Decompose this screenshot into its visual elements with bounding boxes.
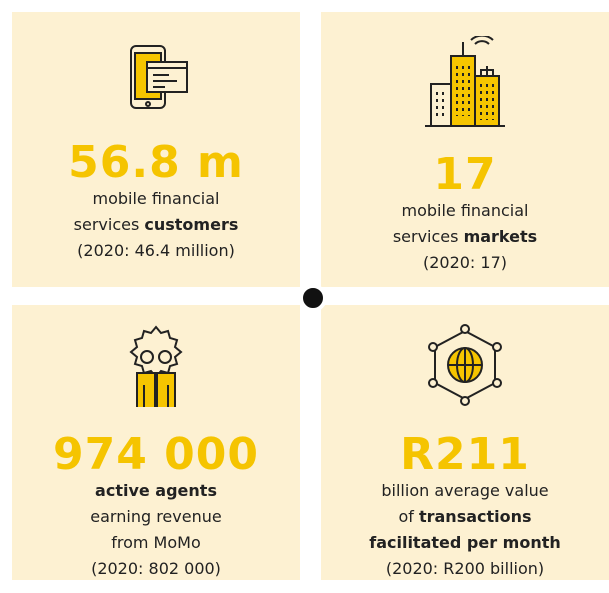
text-segment: (2020: 46.4 million) bbox=[77, 241, 235, 260]
stat-line: services markets bbox=[321, 224, 609, 250]
text-segment: customers bbox=[144, 215, 239, 234]
stat-line: billion average value bbox=[321, 478, 609, 504]
text-segment: (2020: R200 billion) bbox=[385, 559, 545, 578]
text-segment: services bbox=[73, 215, 145, 234]
stat-card: 17 mobile financial services markets (2020:… bbox=[321, 12, 609, 287]
stat-card: R211 billion average value of transactions… bbox=[321, 305, 609, 580]
stat-value: 974 000 bbox=[52, 429, 259, 480]
network-globe-icon bbox=[428, 324, 502, 406]
text-segment: active agents bbox=[95, 481, 217, 500]
stat-line: mobile financial bbox=[321, 198, 609, 224]
stat-line: facilitated per month bbox=[321, 530, 609, 556]
text-segment: billion average value bbox=[381, 481, 549, 500]
stat-line: of transactions bbox=[321, 504, 609, 530]
phone-icon bbox=[130, 45, 188, 109]
text-segment: services bbox=[392, 227, 464, 246]
buildings-icon bbox=[425, 36, 505, 127]
text-segment: (2020: 802 000) bbox=[91, 559, 221, 578]
stat-line: active agents bbox=[12, 478, 300, 504]
text-segment: transactions bbox=[418, 507, 532, 526]
stat-line: earning revenue bbox=[12, 504, 300, 530]
stat-value: 56.8 m bbox=[68, 137, 244, 188]
stat-line: (2020: R200 billion) bbox=[321, 556, 609, 582]
text-segment: markets bbox=[463, 227, 538, 246]
text-segment: from MoMo bbox=[111, 533, 201, 552]
stat-card: 974 000 active agents earning revenue from … bbox=[12, 305, 300, 580]
text-segment: earning revenue bbox=[90, 507, 222, 526]
text-segment: of bbox=[398, 507, 419, 526]
stat-value: 17 bbox=[433, 149, 497, 200]
text-segment: (2020: 17) bbox=[422, 253, 508, 272]
agents-gear-icon bbox=[129, 325, 183, 407]
stat-line: services customers bbox=[12, 212, 300, 238]
stat-line: (2020: 46.4 million) bbox=[12, 238, 300, 264]
text-segment: facilitated per month bbox=[369, 533, 561, 552]
text-segment: mobile financial bbox=[401, 201, 529, 220]
stat-line: (2020: 17) bbox=[321, 250, 609, 276]
text-segment: mobile financial bbox=[92, 189, 220, 208]
stat-line: mobile financial bbox=[12, 186, 300, 212]
stat-line: from MoMo bbox=[12, 530, 300, 556]
stat-card: 56.8 m mobile financial services customers… bbox=[12, 12, 300, 287]
stat-value: R211 bbox=[400, 429, 530, 480]
stat-line: (2020: 802 000) bbox=[12, 556, 300, 582]
